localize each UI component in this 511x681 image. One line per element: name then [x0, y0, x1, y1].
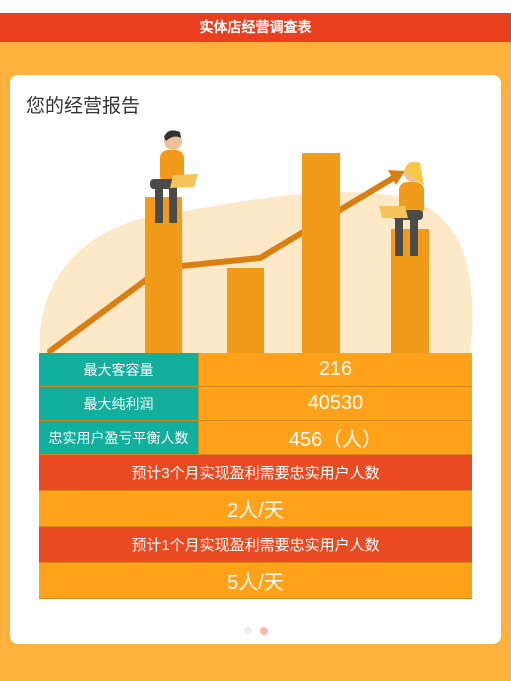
carousel-pager [10, 627, 501, 635]
forecast-1-month-label: 预计1个月实现盈利需要忠实用户人数 [39, 527, 472, 563]
metric-value: 216 [199, 353, 472, 386]
pager-dot-1[interactable] [243, 627, 252, 635]
forecast-3-month-label: 预计3个月实现盈利需要忠实用户人数 [39, 455, 472, 491]
page-title: 实体店经营调查表 [199, 19, 312, 35]
status-strip [0, 0, 511, 13]
report-title: 您的经营报告 [26, 96, 141, 117]
metric-label: 最大客容量 [39, 353, 199, 386]
page-title-bar: 实体店经营调查表 [0, 13, 511, 42]
pager-dot-2[interactable] [259, 627, 268, 635]
metric-label: 最大纯利润 [39, 387, 199, 420]
metric-value: 456（人） [199, 421, 472, 454]
metric-label: 忠实用户盈亏平衡人数 [39, 421, 199, 454]
trend-arrowhead [388, 170, 405, 185]
bar-2 [227, 268, 264, 353]
report-table: 最大客容量 216 最大纯利润 40530 忠实用户盈亏平衡人数 456（人） … [39, 353, 472, 599]
person-left [150, 130, 198, 223]
forecast-1-month-value: 5人/天 [39, 563, 472, 599]
growth-illustration [39, 130, 473, 354]
forecast-3-month-value: 2人/天 [39, 491, 472, 527]
person-right [379, 161, 424, 256]
metric-value: 40530 [199, 387, 472, 420]
metric-row-breakeven: 忠实用户盈亏平衡人数 456（人） [39, 421, 472, 455]
bar-3 [302, 153, 340, 353]
report-card: 您的经营报告 最大客容量 216 [10, 75, 501, 644]
metric-row-profit: 最大纯利润 40530 [39, 387, 472, 421]
metric-row-capacity: 最大客容量 216 [39, 353, 472, 387]
